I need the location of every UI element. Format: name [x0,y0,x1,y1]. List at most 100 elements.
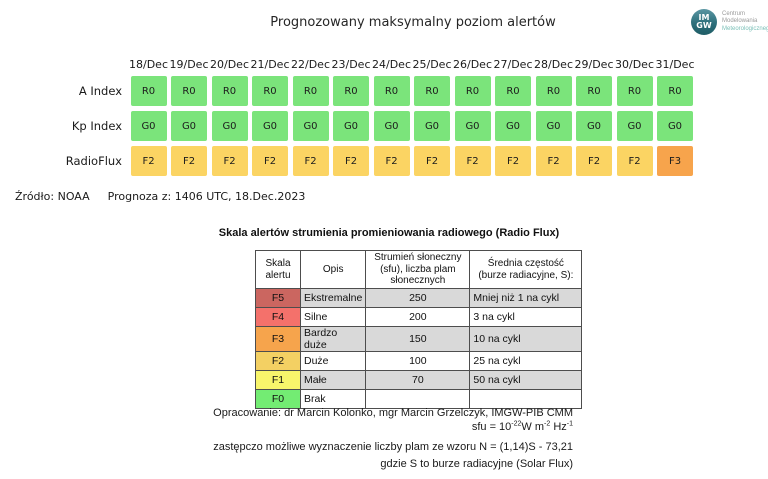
forecast-row-label: RadioFlux [65,154,122,168]
scale-opis-cell: Ekstremalne [299,288,367,308]
scale-level-badge: F2 [255,351,301,371]
page-title: Prognozowany maksymalny poziom alertów [270,15,556,30]
alert-level-cell: F2 [171,146,207,176]
scale-level-badge: F0 [255,389,301,409]
scale-row-f4: F4 Silne 200 3 na cykl [255,307,583,327]
scale-column-header: Strumień słoneczny (sfu), liczba plam sł… [365,250,471,289]
date-header: 28/Dec [534,58,573,71]
scale-opis-cell: Silne [299,307,367,327]
scale-row-f1: F1 Małe 70 50 na cykl [255,370,583,390]
source-label: Źródło: NOAA [15,190,90,203]
alert-level-cell: R0 [414,76,450,106]
alert-level-cell: G0 [252,111,288,141]
scale-row-f3: F3 Bardzo duże 150 10 na cykl [255,326,583,352]
alert-level-cell: G0 [130,111,167,141]
alert-level-cell: F2 [616,146,653,176]
alert-level-cell: R0 [333,76,369,106]
alert-level-cell: G0 [414,111,450,141]
scale-column-header: Opis [299,250,367,289]
alert-level-cell: F2 [495,146,531,176]
logo-abbr-bottom: GW [696,21,712,30]
date-header: 20/Dec [210,58,249,71]
alert-level-cell: G0 [535,111,572,141]
scale-sfu-cell: 200 [365,307,471,327]
date-header: 30/Dec [615,58,654,71]
imgw-logo: IM GW Centrum Modelowania Meteorologiczn… [691,9,768,35]
sfu-exp1: -22 [511,420,522,428]
scale-sfu-cell [365,389,471,409]
alert-level-cell: G0 [292,111,329,141]
date-header: 21/Dec [250,58,290,71]
date-header: 25/Dec [412,58,452,71]
scale-header-row: Skala alertu Opis Strumień słoneczny (sfu)… [255,250,583,289]
logo-caption-line3: Meteorologicznego [722,25,768,32]
forecast-issued-label: Prognoza z: 1406 UTC, 18.Dec.2023 [107,190,306,203]
alert-level-cell: R0 [171,76,207,106]
alert-level-cell: R0 [454,76,491,106]
alert-level-cell: R0 [495,76,531,106]
forecast-table: 18/Dec 19/Dec 20/Dec 21/Dec 22/Dec 23/Dec 24/D… [56,50,695,176]
scale-level-badge: F3 [255,326,301,352]
sfu-base2: W m [521,421,545,433]
alert-level-cell: G0 [616,111,653,141]
alert-level-cell: G0 [211,111,248,141]
alert-level-cell: R0 [292,76,329,106]
scale-sfu-cell: 150 [365,326,471,352]
scale-opis-cell: Duże [299,351,367,371]
scale-column-header: Skala alertu [255,250,301,289]
alert-level-cell: F2 [454,146,491,176]
date-header: 23/Dec [331,58,371,71]
alert-level-cell: G0 [373,111,410,141]
alert-level-cell: F2 [576,146,612,176]
date-header: 29/Dec [574,58,614,71]
sfu-definition-line: sfu = 10-22W m-2 Hz-1 [150,420,573,433]
alert-level-cell: F2 [414,146,450,176]
scale-czestosc-cell: Mniej niż 1 na cykl [469,288,583,308]
forecast-row-label: A Index [78,84,122,98]
scale-czestosc-cell: 3 na cykl [469,307,583,327]
alert-level-cell: F2 [130,146,167,176]
date-header: 22/Dec [291,58,330,71]
sfu-base3: Hz [550,421,567,433]
alert-level-cell: R0 [130,76,167,106]
scale-sfu-cell: 70 [365,370,471,390]
scale-opis-cell: Brak [299,389,367,409]
scale-czestosc-cell: 25 na cykl [469,351,583,371]
source-line: Źródło: NOAA Prognoza z: 1406 UTC, 18.Dec… [15,190,305,203]
scale-row-f5: F5 Ekstremalne 250 Mniej niż 1 na cykl [255,288,583,308]
alert-level-cell: F2 [292,146,329,176]
alert-level-cell: F2 [211,146,248,176]
alert-level-cell: F3 [657,146,693,176]
scale-sfu-cell: 250 [365,288,471,308]
scale-level-badge: F1 [255,370,301,390]
scale-table-title: Skala alertów strumienia promieniowania … [218,227,560,239]
scale-czestosc-cell: 10 na cykl [469,326,583,352]
forecast-corner-spacer [56,50,126,71]
scale-level-badge: F4 [255,307,301,327]
footer-notes: Opracowanie: dr Marcin Kolonko, mgr Marc… [150,407,573,470]
alert-level-cell: F2 [535,146,572,176]
alert-level-cell: R0 [535,76,572,106]
alert-level-cell: R0 [252,76,288,106]
sfu-base1: sfu = 10 [471,421,512,433]
date-header: 18/Dec [129,58,168,71]
date-header: 19/Dec [169,58,209,71]
scale-row-f2: F2 Duże 100 25 na cykl [255,351,583,371]
alert-level-cell: R0 [211,76,248,106]
sfu-exp3: -1 [566,420,573,428]
formula-line: zastępczo możliwe wyznaczenie liczby pla… [213,441,573,453]
alert-level-cell: F2 [373,146,410,176]
forecast-row-label: Kp Index [71,119,122,133]
alert-level-cell: G0 [657,111,693,141]
date-header: 24/Dec [372,58,411,71]
alert-level-cell: G0 [454,111,491,141]
logo-abbr-top: IM [698,13,710,22]
alert-level-cell: R0 [657,76,693,106]
scale-sfu-cell: 100 [365,351,471,371]
alert-level-cell: G0 [495,111,531,141]
alert-level-cell: G0 [171,111,207,141]
logo-caption-line1: Centrum [722,10,746,17]
alert-level-cell: F2 [252,146,288,176]
alert-level-cell: R0 [373,76,410,106]
alert-level-cell: R0 [576,76,612,106]
